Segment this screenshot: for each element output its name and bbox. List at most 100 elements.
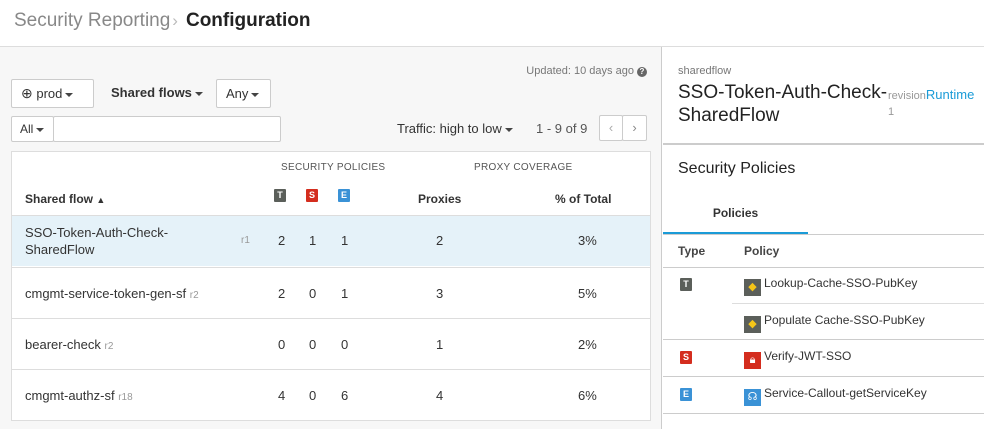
row-name: cmgmt-service-token-gen-sf r2 bbox=[25, 286, 199, 301]
row-name-line1: SSO-Token-Auth-Check- bbox=[25, 225, 169, 240]
policy-name: Service-Callout-getServiceKey bbox=[764, 386, 927, 400]
policy-name: Lookup-Cache-SSO-PubKey bbox=[764, 276, 918, 290]
chevron-right-icon: › bbox=[172, 11, 178, 30]
row-name-text: bearer-check bbox=[25, 337, 101, 352]
search-scope-value: All bbox=[20, 122, 34, 136]
row-proxies: 3 bbox=[436, 286, 444, 301]
row-pct: 3% bbox=[578, 233, 597, 248]
breadcrumb-parent[interactable]: Security Reporting bbox=[14, 10, 171, 31]
divider bbox=[663, 267, 984, 268]
row-e-count: 0 bbox=[341, 337, 349, 352]
policy-name: Verify-JWT-SSO bbox=[764, 349, 852, 363]
table-row[interactable]: cmgmt-service-token-gen-sf r2 2 0 1 3 5% bbox=[12, 267, 650, 318]
policy-item[interactable]: ◆ Lookup-Cache-SSO-PubKey bbox=[744, 276, 917, 296]
row-revision: r18 bbox=[118, 392, 133, 403]
security-badge-icon: S bbox=[306, 189, 318, 202]
traffic-badge-icon: T bbox=[680, 278, 692, 291]
type-value: Shared flows bbox=[111, 85, 192, 100]
row-name: cmgmt-authz-sf r18 bbox=[25, 388, 133, 403]
cache-icon: ◆ bbox=[744, 279, 761, 296]
report-panel: Updated: 10 days ago ? ⊕ prod Shared flo… bbox=[0, 47, 662, 429]
row-revision: r2 bbox=[104, 341, 114, 352]
row-pct: 6% bbox=[578, 388, 597, 403]
pagination-info: 1 - 9 of 9 bbox=[536, 121, 588, 136]
divider bbox=[663, 143, 984, 145]
column-name-label: Shared flow bbox=[25, 192, 94, 206]
row-e-count: 1 bbox=[341, 286, 349, 301]
row-s-count: 0 bbox=[309, 286, 317, 301]
breadcrumb: Security Reporting › Configuration bbox=[14, 10, 311, 32]
updated-text: Updated: 10 days ago bbox=[526, 65, 634, 77]
section-title: Security Policies bbox=[678, 160, 796, 177]
revision-value: 1 bbox=[888, 106, 895, 118]
row-revision: r2 bbox=[189, 290, 199, 301]
detail-title-line1: SSO-Token-Auth-Check- bbox=[678, 82, 888, 103]
row-t-count: 2 bbox=[278, 233, 286, 248]
row-name: SSO-Token-Auth-Check- SharedFlow bbox=[25, 224, 168, 258]
row-s-count: 1 bbox=[309, 233, 317, 248]
runtime-link[interactable]: Runtime bbox=[925, 87, 975, 102]
policy-item[interactable]: 🔒︎ Verify-JWT-SSO bbox=[744, 349, 851, 369]
detail-panel: sharedflow SSO-Token-Auth-Check- SharedFl… bbox=[663, 47, 984, 429]
column-header-policy: Policy bbox=[744, 244, 780, 258]
page-title: Configuration bbox=[185, 10, 311, 31]
row-proxies: 4 bbox=[436, 388, 444, 403]
lock-icon: 🔒︎ bbox=[744, 352, 761, 369]
column-header-pct[interactable]: % of Total bbox=[555, 192, 612, 206]
row-pct: 2% bbox=[578, 337, 597, 352]
row-t-count: 4 bbox=[278, 388, 286, 403]
sort-dropdown[interactable]: Traffic: high to low bbox=[397, 121, 513, 136]
detail-revision: revisionRuntime 1 bbox=[888, 87, 974, 120]
filter-dropdown[interactable]: Any bbox=[216, 79, 271, 108]
row-proxies: 1 bbox=[436, 337, 444, 352]
caret-down-icon bbox=[251, 92, 260, 97]
divider bbox=[663, 376, 984, 377]
page-header: Security Reporting › Configuration bbox=[0, 0, 984, 47]
environment-dropdown[interactable]: ⊕ prod bbox=[11, 79, 94, 108]
table-row[interactable]: bearer-check r2 0 0 0 1 2% bbox=[12, 318, 650, 369]
type-dropdown[interactable]: Shared flows bbox=[111, 85, 203, 100]
divider bbox=[663, 413, 984, 414]
revision-label: revision bbox=[888, 90, 926, 102]
traffic-badge-icon: T bbox=[274, 189, 286, 202]
row-t-count: 0 bbox=[278, 337, 286, 352]
row-name: bearer-check r2 bbox=[25, 337, 113, 352]
row-e-count: 1 bbox=[341, 233, 349, 248]
policy-name: Populate Cache-SSO-PubKey bbox=[764, 313, 925, 327]
prev-page-button[interactable]: ‹ bbox=[599, 115, 623, 141]
column-header-name[interactable]: Shared flow ▲ bbox=[25, 192, 105, 206]
column-header-proxies[interactable]: Proxies bbox=[418, 192, 462, 206]
updated-status: Updated: 10 days ago ? bbox=[526, 65, 647, 77]
sort-value: Traffic: high to low bbox=[397, 121, 502, 136]
divider bbox=[663, 234, 984, 235]
table-row[interactable]: cmgmt-authz-sf r18 4 0 6 4 6% bbox=[12, 369, 650, 420]
divider bbox=[732, 303, 984, 304]
row-revision: r1 bbox=[241, 235, 250, 246]
search-input[interactable] bbox=[53, 116, 281, 142]
extension-badge-icon: E bbox=[680, 388, 692, 401]
detail-kind: sharedflow bbox=[678, 65, 732, 77]
column-header-type: Type bbox=[678, 244, 706, 258]
row-s-count: 0 bbox=[309, 388, 317, 403]
row-t-count: 2 bbox=[278, 286, 286, 301]
detail-title-line2: SharedFlow bbox=[678, 105, 780, 126]
help-icon[interactable]: ? bbox=[637, 67, 647, 77]
policy-item[interactable]: ☊ Service-Callout-getServiceKey bbox=[744, 386, 927, 406]
policy-item[interactable]: ◆ Populate Cache-SSO-PubKey bbox=[744, 313, 925, 333]
tab-policies[interactable]: Policies bbox=[663, 197, 808, 234]
next-page-button[interactable]: › bbox=[622, 115, 647, 141]
proxy-coverage-group-header: PROXY COVERAGE bbox=[474, 162, 573, 173]
security-badge-icon: S bbox=[680, 351, 692, 364]
search-scope-dropdown[interactable]: All bbox=[11, 116, 54, 142]
row-e-count: 6 bbox=[341, 388, 349, 403]
globe-icon: ⊕ bbox=[21, 85, 33, 101]
caret-down-icon bbox=[36, 127, 45, 132]
extension-badge-icon: E bbox=[338, 189, 350, 202]
row-name-text: cmgmt-authz-sf bbox=[25, 388, 115, 403]
security-policies-group-header: SECURITY POLICIES bbox=[281, 162, 386, 173]
caret-down-icon bbox=[194, 91, 203, 96]
row-name-line2: SharedFlow bbox=[25, 242, 95, 257]
caret-down-icon bbox=[65, 92, 74, 97]
cache-icon: ◆ bbox=[744, 316, 761, 333]
table-row[interactable]: SSO-Token-Auth-Check- SharedFlow r1 2 1 1… bbox=[12, 215, 650, 266]
